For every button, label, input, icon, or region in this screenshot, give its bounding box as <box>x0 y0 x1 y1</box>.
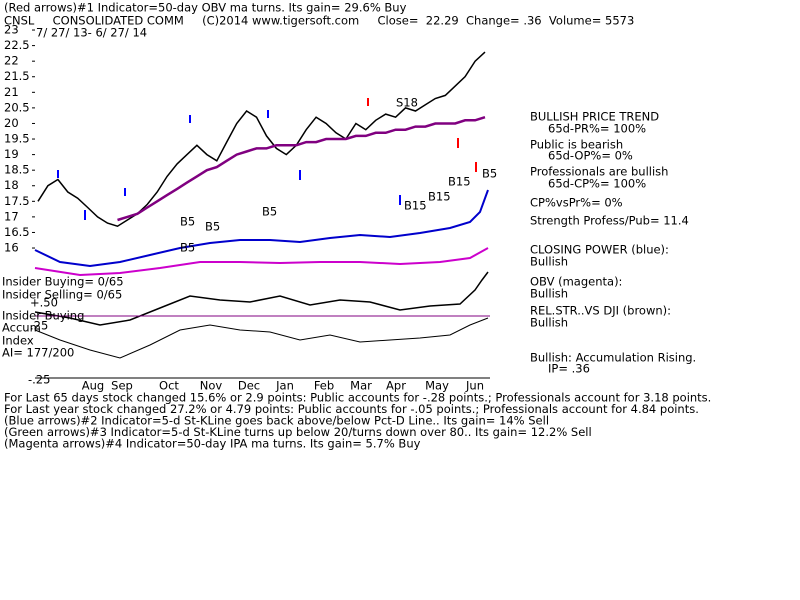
right-panel-text: REL.STR..VS DJI (brown): <box>530 304 671 318</box>
right-panel-text: 65d-PR%= 100% <box>548 122 646 136</box>
left-label: Insider Selling= 0/65 <box>2 288 122 302</box>
annotation: S18 <box>396 96 418 110</box>
y-tick-label: 22 <box>4 54 19 68</box>
right-panel-text: CP%vsPr%= 0% <box>530 196 623 210</box>
right-panel-text: Professionals are bullish <box>530 165 668 179</box>
annotation: B5 <box>262 205 277 219</box>
right-panel-text: 65d-OP%= 0% <box>548 149 633 163</box>
price-line <box>37 51 486 228</box>
x-tick-label: Apr <box>386 379 406 393</box>
right-panel-text: 65d-CP%= 100% <box>548 177 646 191</box>
y-tick-label: 20.5 <box>4 100 30 114</box>
y-tick-label: 21.5 <box>4 69 30 83</box>
footer-line: (Green arrows)#3 Indicator=5-d St-KLine … <box>4 425 592 439</box>
closing-power-line <box>34 189 489 268</box>
left-label: Index <box>2 334 34 348</box>
annotation: B5 <box>482 167 497 181</box>
right-panel-text: Bullish: Accumulation Rising. <box>530 351 696 365</box>
left-label: Accum <box>2 321 41 335</box>
annotation: B15 <box>428 190 451 204</box>
y-tick-label: 22.5 <box>4 38 30 52</box>
right-panel-text: Public is bearish <box>530 138 623 152</box>
arrows <box>57 98 477 220</box>
moving-average <box>117 116 486 222</box>
footer-line: For Last 65 days stock changed 15.6% or … <box>4 391 711 405</box>
right-panel-text: IP= .36 <box>548 362 590 376</box>
left-label: +.50 <box>30 296 58 310</box>
right-panel-text: CLOSING POWER (blue): <box>530 243 669 257</box>
y-tick-label: 19 <box>4 147 19 161</box>
chart-subtitle: CNSL CONSOLIDATED COMM (C)2014 www.tiger… <box>4 14 634 28</box>
left-label: -.25 <box>28 373 50 387</box>
annotation: B5 <box>180 241 195 255</box>
right-panel-text: Strength Profess/Pub= 11.4 <box>530 214 689 228</box>
right-panel-text: BULLISH PRICE TREND <box>530 110 659 124</box>
obv-line <box>34 247 489 277</box>
footer-line: (Blue arrows)#2 Indicator=5-d St-KLine g… <box>4 414 549 428</box>
x-tick-label: Jun <box>465 379 484 393</box>
left-label: Insider Buying <box>2 309 84 323</box>
y-tick-label: 23 <box>4 23 19 37</box>
y-tick-label: 18 <box>4 178 19 192</box>
y-tick-label: 17.5 <box>4 194 30 208</box>
x-tick-label: Feb <box>314 379 334 393</box>
left-label: AI= 177/200 <box>2 346 74 360</box>
x-tick-label: May <box>425 379 449 393</box>
y-tick-label: 21 <box>4 85 19 99</box>
right-panel-text: Bullish <box>530 255 568 269</box>
x-tick-label: Nov <box>200 379 223 393</box>
right-panel-text: OBV (magenta): <box>530 275 622 289</box>
y-tick-label: 16 <box>4 241 19 255</box>
x-tick-label: Oct <box>159 379 179 393</box>
y-tick-label: 18.5 <box>4 163 30 177</box>
x-tick-label: Aug <box>82 379 104 393</box>
accumulation-line <box>34 317 489 359</box>
x-tick-label: Mar <box>350 379 372 393</box>
y-tick-label: 19.5 <box>4 132 30 146</box>
right-panel-text: Bullish <box>530 287 568 301</box>
annotation: B5 <box>180 215 195 229</box>
y-tick-label: 20 <box>4 116 19 130</box>
footer-line: (Magenta arrows)#4 Indicator=50-day IPA … <box>4 437 421 451</box>
x-tick-label: Dec <box>238 379 260 393</box>
rel-strength-line <box>34 271 489 326</box>
annotation: B15 <box>404 199 427 213</box>
x-tick-label: Sep <box>111 379 133 393</box>
y-tick-label: 16.5 <box>4 225 30 239</box>
right-panel-text: Bullish <box>530 316 568 330</box>
footer-line: For Last year stock changed 27.2% or 4.7… <box>4 402 699 416</box>
annotation: B5 <box>205 220 220 234</box>
date-range: 7/ 27/ 13- 6/ 27/ 14 <box>36 26 147 40</box>
left-label: Insider Buying= 0/65 <box>2 275 124 289</box>
chart-title: (Red arrows)#1 Indicator=50-day OBV ma t… <box>4 1 407 15</box>
y-tick-label: 17 <box>4 209 19 223</box>
left-label: .25 <box>30 319 48 333</box>
annotation: B15 <box>448 175 471 189</box>
x-tick-label: Jan <box>275 379 294 393</box>
